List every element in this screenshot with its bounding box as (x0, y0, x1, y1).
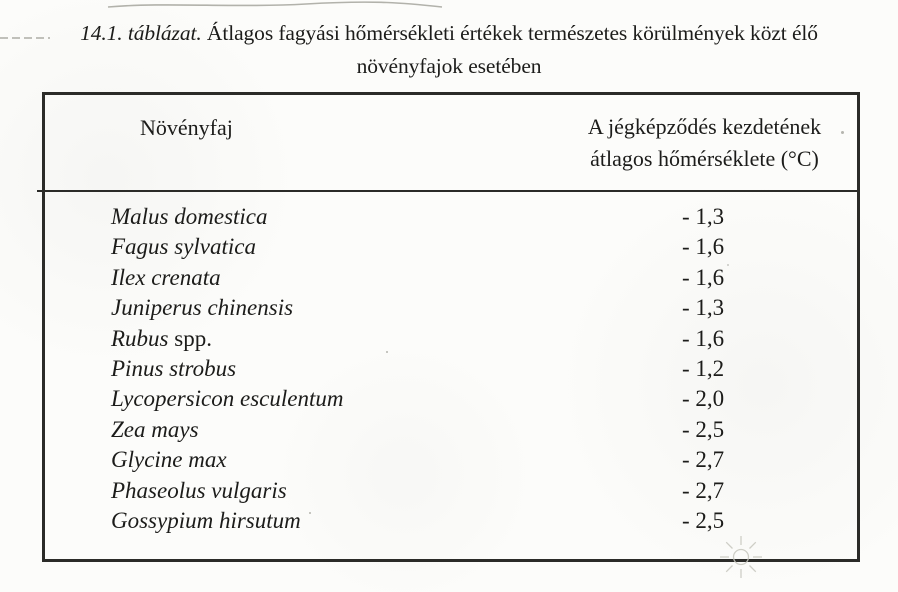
table-row: Gossypium hirsutum - 2,5 (45, 506, 857, 536)
table-row: Glycine max - 2,7 (45, 445, 857, 475)
freezing-temperature-table: Növényfaj A jégképződés kezdetének átlag… (37, 92, 860, 562)
temperature-value-cell: - 1,6 (682, 234, 725, 260)
table-row: Lycopersicon esculentum - 2,0 (45, 384, 857, 414)
scan-speck (386, 351, 388, 353)
species-name-cell: Phaseolus vulgaris (111, 477, 287, 503)
temperature-value-cell: - 1,3 (682, 295, 725, 321)
column-header-temperature: A jégképződés kezdetének átlagos hőmérsé… (567, 111, 842, 175)
caption-line1: Átlagos fagyási hőmérsékleti értékek ter… (201, 21, 818, 45)
species-name-cell: Zea mays (111, 416, 199, 442)
sun-watermark-icon (720, 536, 762, 578)
table-row: Rubus spp. - 1,6 (45, 324, 857, 354)
table-row: Fagus sylvatica - 1,6 (45, 232, 857, 262)
temperature-value-cell: - 1,6 (682, 264, 725, 290)
temperature-value-cell: - 2,5 (682, 416, 725, 442)
temperature-value-cell: - 2,7 (682, 447, 725, 473)
table-row: Juniperus chinensis - 1,3 (45, 293, 857, 323)
species-name-cell: Gossypium hirsutum (111, 507, 301, 533)
column-header-temperature-line1: A jégképződés kezdetének (587, 114, 822, 139)
table-row: Malus domestica - 1,3 (45, 202, 857, 232)
table-row: Pinus strobus - 1,2 (45, 354, 857, 384)
scan-speck (727, 264, 729, 266)
table-body: Malus domestica - 1,3 Fagus sylvatica - … (45, 202, 857, 536)
temperature-value-cell: - 2,5 (682, 507, 725, 533)
species-name-cell: Ilex crenata (111, 264, 221, 290)
temperature-value-cell: - 2,7 (682, 477, 725, 503)
scan-speck (841, 131, 844, 134)
caption-number: 14.1. táblázat. (80, 21, 202, 45)
species-name-cell: Malus domestica (111, 204, 268, 229)
table-caption: 14.1. táblázat. Átlagos fagyási hőmérsék… (0, 17, 898, 83)
table-row: Zea mays - 2,5 (45, 415, 857, 445)
scan-speck (309, 512, 311, 514)
scan-artifact-wavy-line (107, 1, 443, 8)
column-header-species: Növényfaj (140, 115, 233, 140)
temperature-value-cell: - 2,0 (682, 386, 725, 412)
species-name-cell: Glycine max (111, 447, 227, 473)
header-separator-rule (37, 190, 860, 192)
species-name-cell: Pinus strobus (111, 355, 237, 381)
species-name-cell: Fagus sylvatica (111, 234, 256, 260)
scan-artifact-dashes (0, 37, 50, 39)
species-name-cell: Juniperus chinensis (111, 295, 294, 321)
table-row: Phaseolus vulgaris - 2,7 (45, 476, 857, 506)
temperature-value-cell: - 1,3 (682, 204, 725, 229)
species-name-cell: Rubus spp. (111, 325, 212, 351)
temperature-value-cell: - 1,2 (682, 355, 725, 381)
temperature-value-cell: - 1,6 (682, 325, 725, 351)
species-name-cell: Lycopersicon esculentum (111, 386, 344, 412)
column-header-temperature-line2: átlagos hőmérséklete (°C) (590, 146, 819, 171)
table-row: Ilex crenata - 1,6 (45, 263, 857, 293)
caption-line2: növényfajok esetében (356, 54, 542, 78)
